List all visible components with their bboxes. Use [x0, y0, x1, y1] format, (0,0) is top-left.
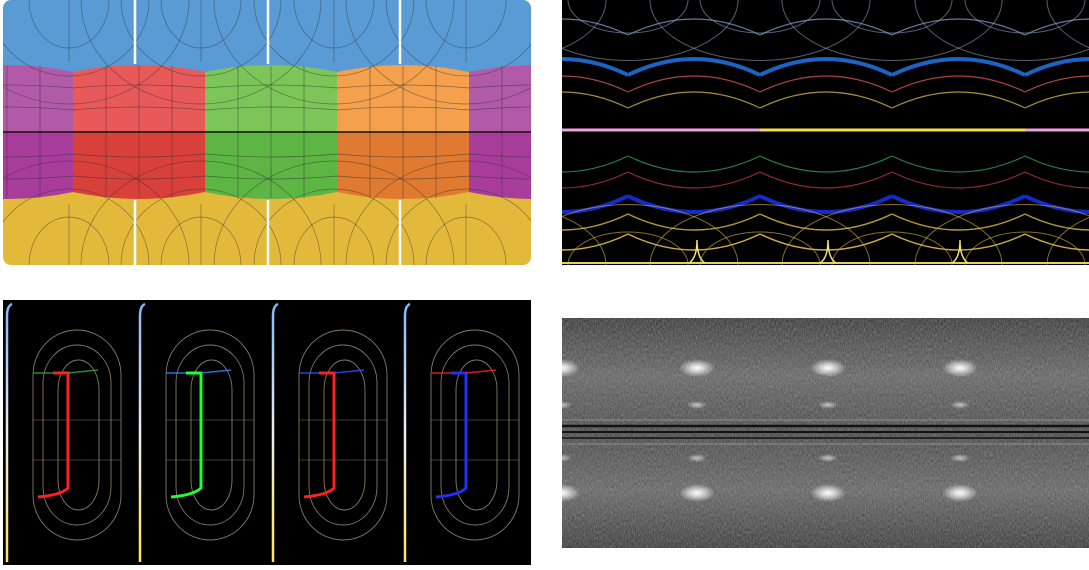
faint-spot	[687, 401, 707, 409]
bright-spot	[544, 359, 580, 377]
bottom-border	[562, 548, 1089, 560]
faint-spot	[818, 454, 838, 462]
bright-spot	[810, 484, 846, 502]
page: {} html, body { margin: 0; padding: 0; b…	[0, 0, 1089, 570]
bright-spot	[942, 484, 978, 502]
faint-spot	[552, 401, 572, 409]
cube-edge-panel	[3, 300, 531, 565]
panel-background	[3, 300, 531, 565]
bright-spot	[679, 359, 715, 377]
bright-spot	[942, 359, 978, 377]
grayscale-panel	[544, 300, 1089, 560]
bright-spot	[810, 359, 846, 377]
bright-spot	[544, 484, 580, 502]
face-upper	[0, 65, 73, 132]
faint-spot	[552, 454, 572, 462]
faint-spot	[950, 401, 970, 409]
bright-spot	[679, 484, 715, 502]
panel-background	[562, 0, 1089, 265]
figure	[0, 0, 1089, 570]
faint-spot	[687, 454, 707, 462]
faint-spot	[950, 454, 970, 462]
faint-spot	[818, 401, 838, 409]
page-body: (() => { const NS = 'http://www.w3.org/2…	[0, 0, 1089, 570]
